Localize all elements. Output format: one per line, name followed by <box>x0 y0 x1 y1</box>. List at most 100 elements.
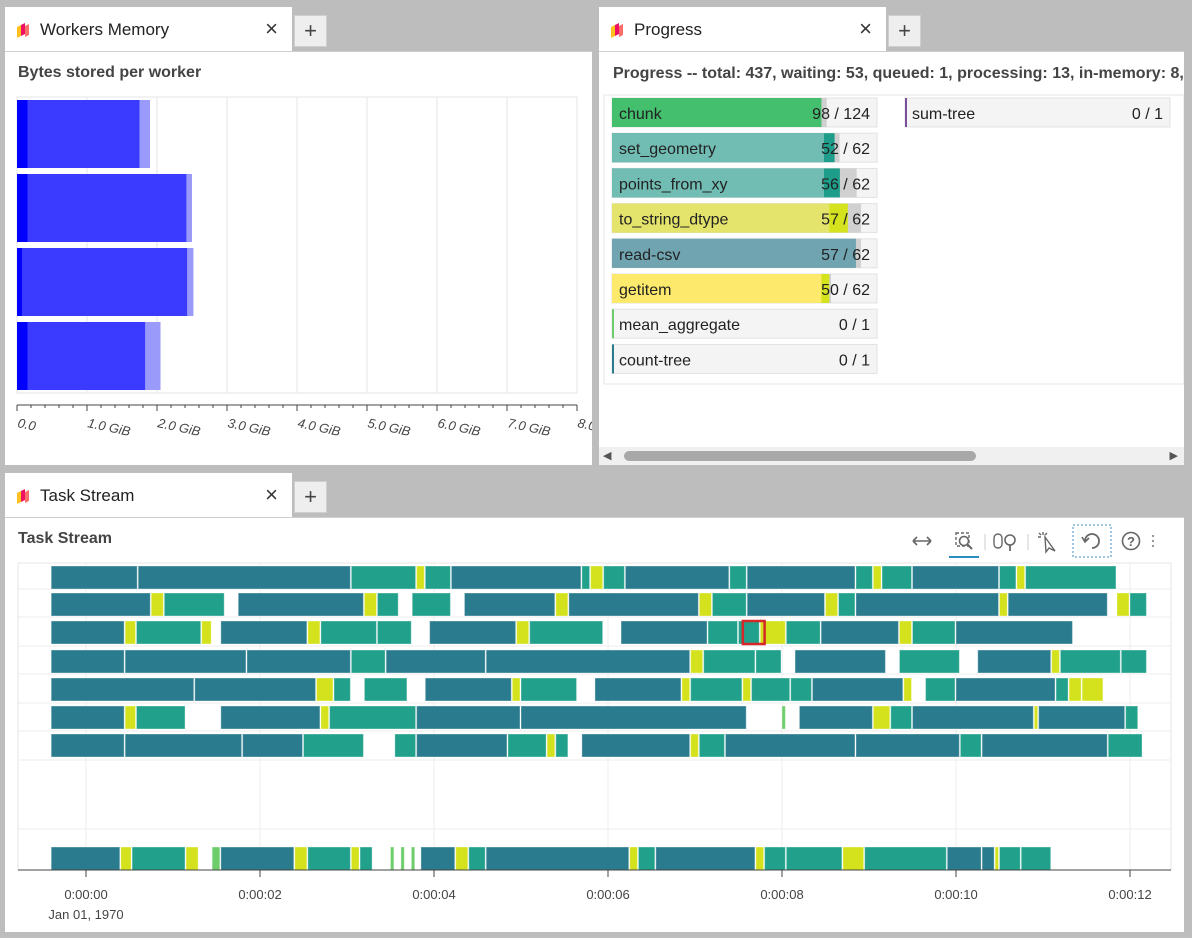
task-block[interactable] <box>637 846 656 871</box>
task-block[interactable] <box>420 846 456 871</box>
task-block[interactable] <box>707 620 738 645</box>
task-block[interactable] <box>999 565 1017 590</box>
task-block[interactable] <box>1007 592 1108 617</box>
memory-bar-chart[interactable]: 0.0 1.0 GiB 2.0 GiB 3.0 GiB 4.0 GiB 5.0 GiB 6.… <box>5 87 592 477</box>
task-block[interactable] <box>211 846 221 871</box>
task-block[interactable] <box>424 677 512 702</box>
task-block[interactable] <box>999 592 1008 617</box>
task-block[interactable] <box>755 846 765 871</box>
task-block[interactable] <box>194 677 317 702</box>
task-block[interactable] <box>363 677 408 702</box>
task-block[interactable] <box>746 565 856 590</box>
help-icon[interactable]: ? <box>1121 531 1141 551</box>
task-block[interactable] <box>363 592 377 617</box>
task-block[interactable] <box>50 620 125 645</box>
task-block[interactable] <box>785 846 843 871</box>
task-block[interactable] <box>842 846 865 871</box>
task-block[interactable] <box>1020 846 1052 871</box>
task-block[interactable] <box>124 733 243 758</box>
progress-row-sum-tree[interactable]: sum-tree 0 / 1 <box>904 97 1171 128</box>
task-block[interactable] <box>400 846 405 871</box>
task-block[interactable] <box>581 733 691 758</box>
task-block[interactable] <box>790 677 812 702</box>
task-block[interactable] <box>1038 705 1126 730</box>
task-block[interactable] <box>390 846 395 871</box>
task-block[interactable] <box>555 733 569 758</box>
task-block[interactable] <box>516 620 530 645</box>
task-block[interactable] <box>912 705 1034 730</box>
task-block[interactable] <box>359 846 373 871</box>
task-block[interactable] <box>411 592 451 617</box>
task-block[interactable] <box>568 592 699 617</box>
task-block[interactable] <box>455 846 469 871</box>
task-block[interactable] <box>881 565 912 590</box>
task-block[interactable] <box>1033 705 1039 730</box>
task-block[interactable] <box>450 565 582 590</box>
task-block[interactable] <box>681 677 691 702</box>
box-zoom-icon[interactable] <box>949 532 979 558</box>
task-block[interactable] <box>955 677 1056 702</box>
task-block[interactable] <box>798 705 873 730</box>
task-block[interactable] <box>410 846 416 871</box>
task-block[interactable] <box>655 846 756 871</box>
task-block[interactable] <box>1116 592 1130 617</box>
worker-bar-managed[interactable] <box>17 248 188 316</box>
task-block[interactable] <box>220 620 308 645</box>
task-block[interactable] <box>977 649 1052 674</box>
worker-bar-spilled[interactable] <box>17 174 28 242</box>
add-tab-button[interactable]: + <box>294 481 327 513</box>
task-block[interactable] <box>629 846 638 871</box>
task-block[interactable] <box>1025 565 1117 590</box>
task-block[interactable] <box>237 592 364 617</box>
task-block[interactable] <box>825 592 839 617</box>
horizontal-scrollbar[interactable]: ◀ ▶ <box>599 447 1184 465</box>
task-block[interactable] <box>698 592 712 617</box>
task-block[interactable] <box>1059 649 1121 674</box>
close-icon[interactable]: × <box>859 16 872 41</box>
task-block[interactable] <box>946 846 982 871</box>
task-block[interactable] <box>376 592 399 617</box>
task-block[interactable] <box>711 592 747 617</box>
task-block[interactable] <box>220 705 321 730</box>
task-block[interactable] <box>124 705 136 730</box>
task-block[interactable] <box>838 592 856 617</box>
task-block[interactable] <box>1016 565 1026 590</box>
task-block[interactable] <box>981 846 995 871</box>
progress-bars[interactable]: chunk 98 / 124 set_geometry 52 / 62 points_f… <box>599 90 1184 420</box>
task-block[interactable] <box>855 592 1000 617</box>
progress-row-chunk[interactable]: chunk 98 / 124 <box>611 97 878 128</box>
progress-row-to_string_dtype[interactable]: to_string_dtype 57 / 62 <box>611 203 878 234</box>
task-block[interactable] <box>781 705 786 730</box>
task-block[interactable] <box>903 677 912 702</box>
task-block[interactable] <box>135 620 202 645</box>
task-block[interactable] <box>50 677 195 702</box>
task-block[interactable] <box>864 846 947 871</box>
task-block[interactable] <box>131 846 186 871</box>
task-block[interactable] <box>416 733 508 758</box>
task-block[interactable] <box>376 620 412 645</box>
task-block[interactable] <box>794 649 886 674</box>
task-block[interactable] <box>124 649 247 674</box>
task-block[interactable] <box>1081 677 1104 702</box>
tab-progress[interactable]: Progress × <box>599 7 886 51</box>
task-block[interactable] <box>855 565 873 590</box>
task-block[interactable] <box>811 677 904 702</box>
task-block[interactable] <box>50 565 138 590</box>
task-block[interactable] <box>120 846 132 871</box>
task-block[interactable] <box>872 565 882 590</box>
progress-row-mean_aggregate[interactable]: mean_aggregate 0 / 1 <box>611 308 878 339</box>
task-block[interactable] <box>898 620 913 645</box>
task-block[interactable] <box>898 649 960 674</box>
task-block[interactable] <box>746 592 826 617</box>
task-block[interactable] <box>150 592 164 617</box>
task-block[interactable] <box>50 705 125 730</box>
task-block[interactable] <box>350 649 386 674</box>
task-block[interactable] <box>912 565 999 590</box>
task-block[interactable] <box>981 733 1108 758</box>
task-block[interactable] <box>350 565 417 590</box>
task-block[interactable] <box>307 846 351 871</box>
task-block[interactable] <box>1125 705 1139 730</box>
task-block[interactable] <box>485 649 691 674</box>
worker-bar-managed[interactable] <box>17 174 187 242</box>
progress-row-set_geometry[interactable]: set_geometry 52 / 62 <box>611 132 878 163</box>
